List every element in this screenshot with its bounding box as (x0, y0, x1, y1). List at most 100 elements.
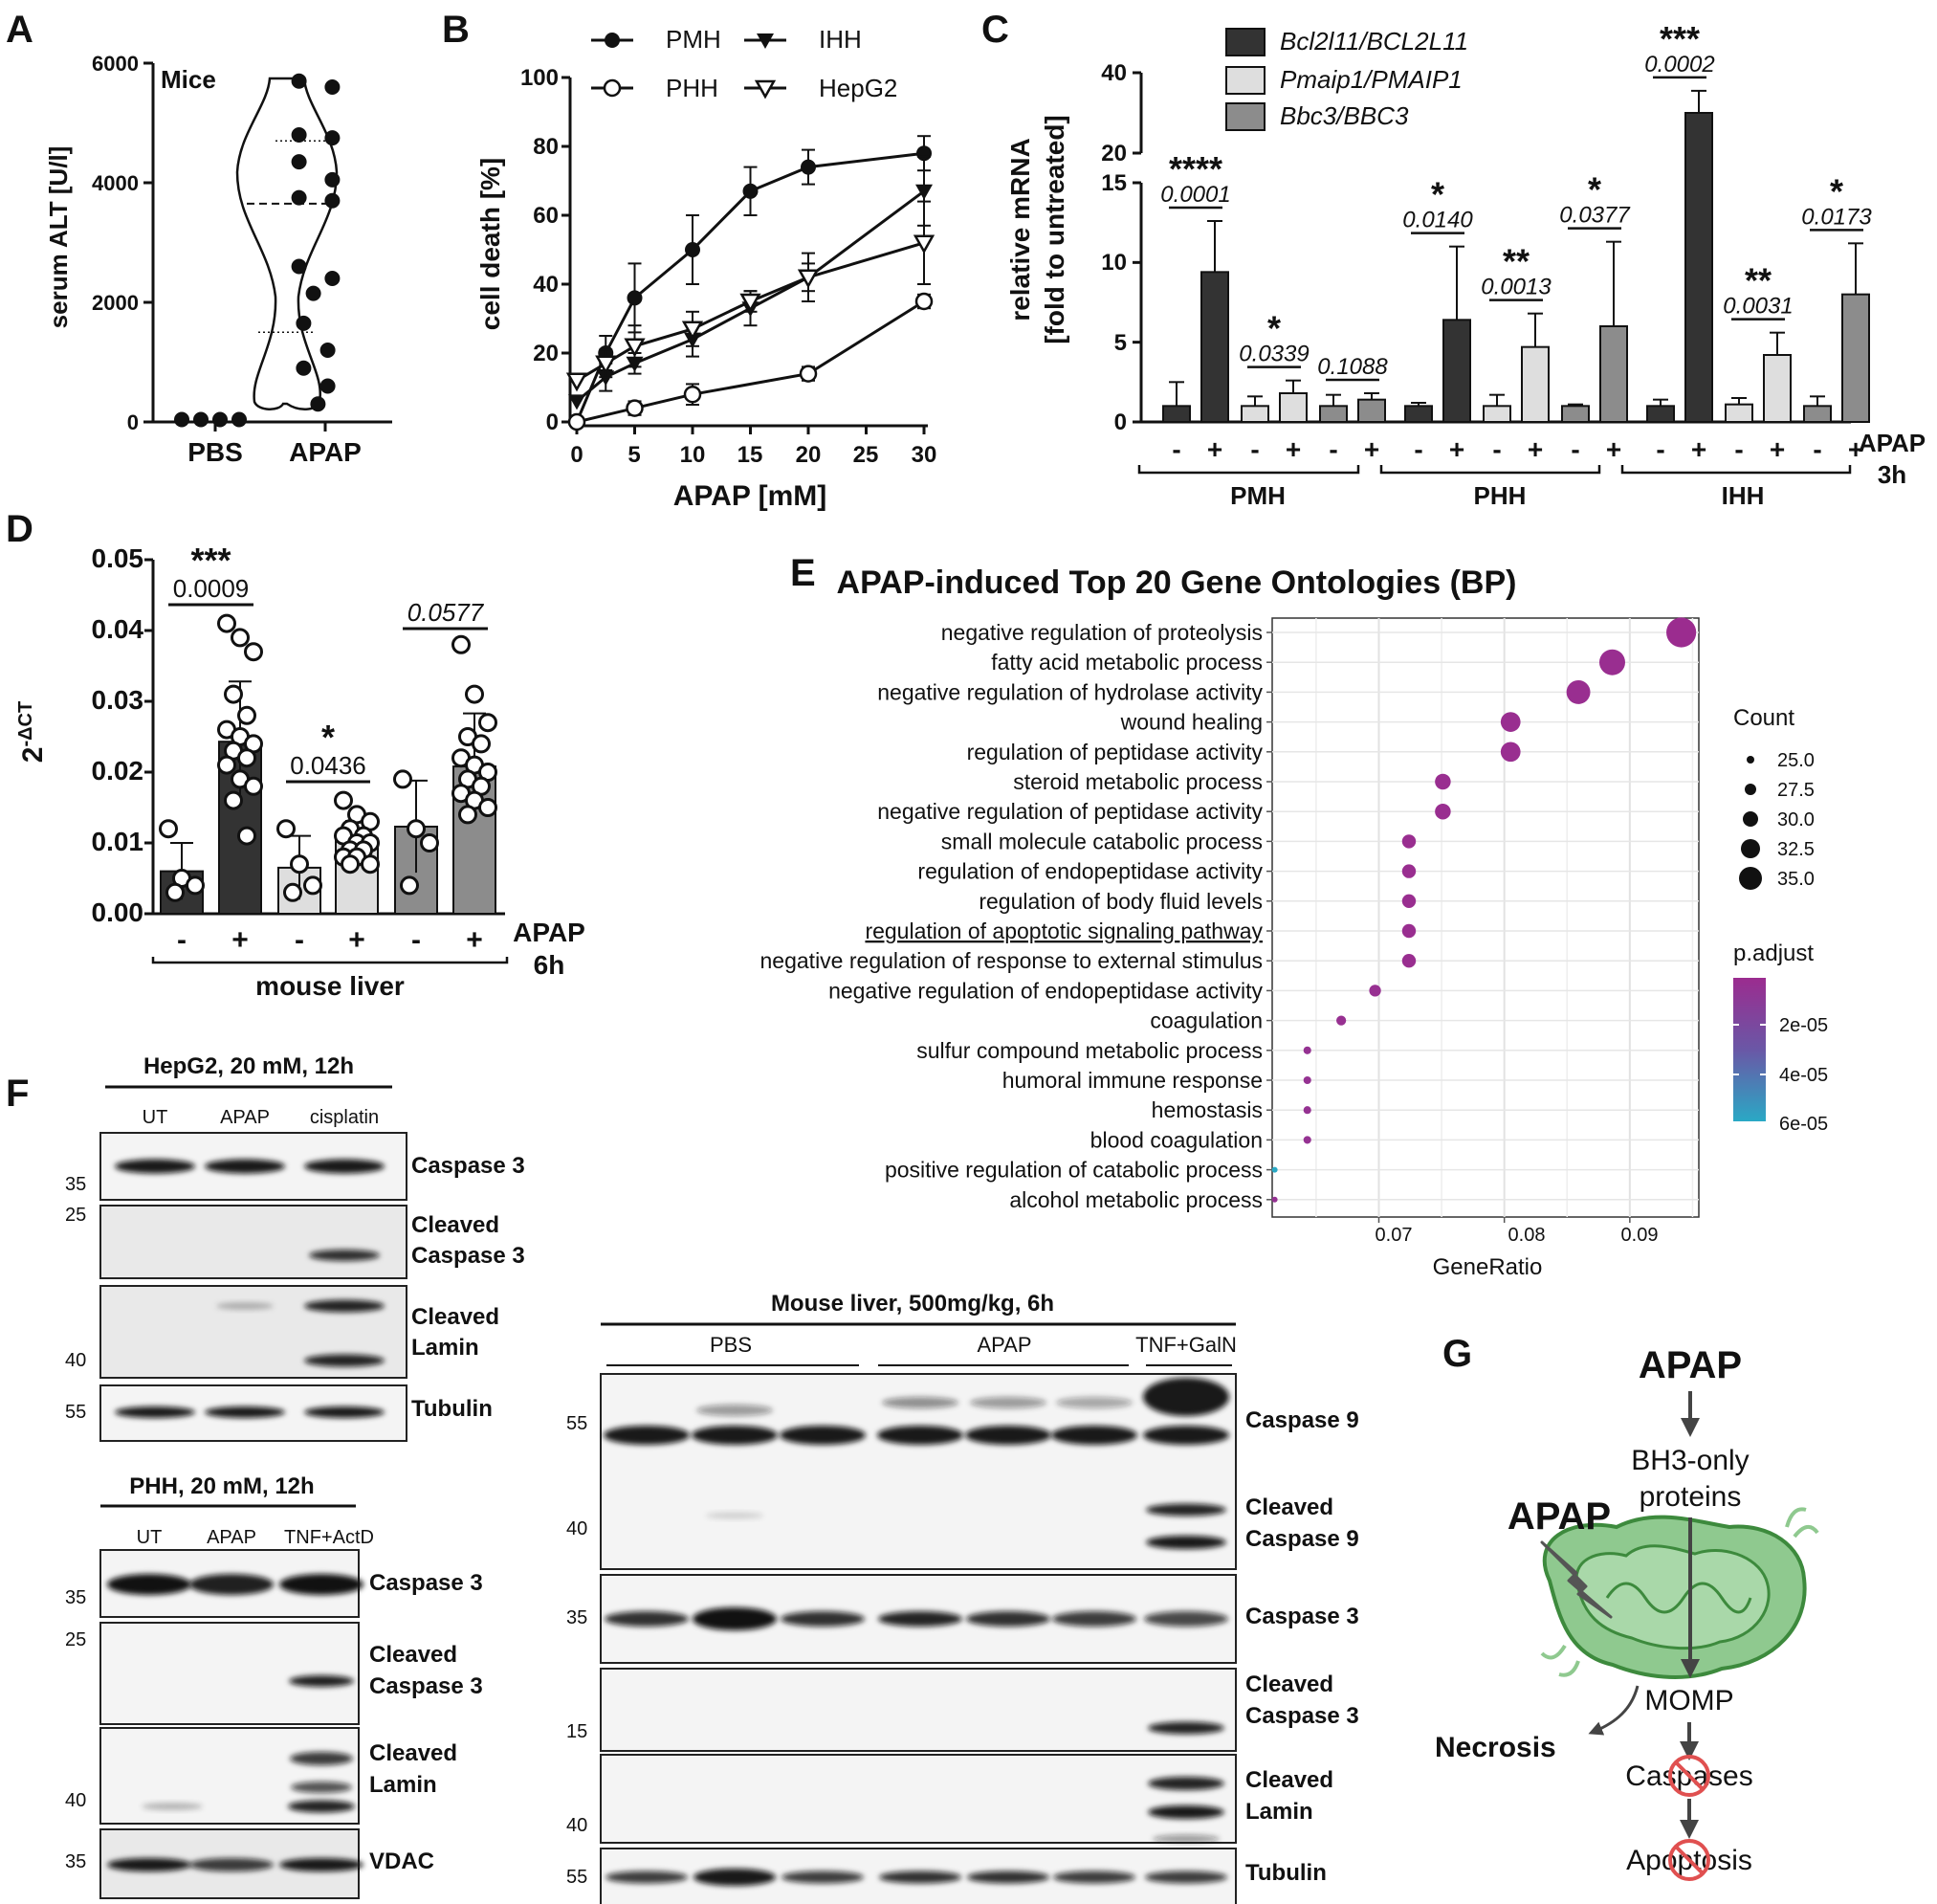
panel-a-point-apap (291, 73, 307, 89)
panel-e-point (1303, 1136, 1311, 1144)
panel-e-point (1303, 1075, 1311, 1085)
panel-b-point-hepg2 (797, 269, 820, 289)
panel-g-schematic: APAP BH3-only proteins APAP MOMP Necrosi… (1435, 1344, 1819, 1881)
panel-a-axes (143, 61, 392, 432)
panel-e-point (1401, 894, 1417, 908)
panel-b-legend-marker-phh (603, 78, 622, 98)
panel-d-treatment-line2: 6h (534, 950, 565, 980)
panel-c-group-phh: PHH (1474, 481, 1527, 510)
panel-d-point (465, 684, 484, 704)
panel-c-axes: - +0.0001****- +0.0339*- +0.1088- +0.0140*- +… (1133, 19, 1872, 475)
blot-mouse-marker-40a: 40 (566, 1518, 587, 1539)
panel-c-sign: - (1813, 434, 1821, 464)
panel-c-legend-bcl2l11: Bcl2l11/BCL2L11 (1280, 27, 1468, 55)
blot-hepg2-lane-apap: APAP (220, 1107, 270, 1128)
panel-letter-e: E (790, 552, 816, 594)
blot-mouse-band-casp3 (605, 1611, 689, 1627)
blot-mouse-label-cl-casp3-l2: Caspase 3 (1245, 1703, 1359, 1729)
panel-c-sign: + (1207, 434, 1222, 464)
blot-mouse-band-casp3 (1144, 1611, 1228, 1627)
panel-b-point-hepg2 (913, 234, 935, 255)
blot-hepg2-label-cl-casp3-l2: Caspase 3 (411, 1243, 525, 1269)
panel-e-term-label: negative regulation of hydrolase activit… (877, 679, 1263, 704)
panel-a-point-apap (291, 154, 307, 170)
panel-e-term-label: wound healing (1120, 710, 1263, 735)
panel-b-point-hepg2 (565, 372, 588, 392)
panel-d-sign: + (231, 924, 249, 956)
panel-d-sign: - (295, 924, 304, 956)
panel-d-point (478, 798, 497, 817)
panel-e-point (1303, 1046, 1311, 1054)
blot-mouse-title: Mouse liver, 500mg/kg, 6h (771, 1291, 1054, 1317)
blot-hepg2-band-casp3 (304, 1159, 385, 1174)
panel-c-group-bracket (1620, 465, 1852, 475)
panel-a-point-apap (319, 343, 336, 358)
blot-phh-title: PHH, 20 mM, 12h (129, 1473, 314, 1499)
panel-e-xtick-009: 0.09 (1621, 1225, 1659, 1246)
panel-b-point-ihh (568, 394, 585, 410)
blot-phh-label-cl-lamin-l1: Cleaved (369, 1740, 457, 1766)
panel-d-group-label: mouse liver (255, 971, 405, 1001)
panel-d-stars: * (321, 718, 335, 757)
mitochondrion-cristae (1605, 1582, 1752, 1614)
panel-d-point (303, 875, 322, 896)
panel-a-violin-plot: Mice serum ALT [U/l] 0 2000 4000 6000 PB… (44, 52, 392, 467)
panel-c-bar-pmh-minus (1319, 405, 1348, 424)
panel-c-bar-ihh-minus (1646, 405, 1675, 424)
panel-b-ytick-0: 0 (546, 410, 559, 435)
panel-d-ylabel: 2-ΔCT (15, 701, 49, 763)
panel-a-ytick-2000: 2000 (92, 291, 139, 315)
panel-d-ytick-004: 0.04 (92, 614, 144, 644)
panel-d-point (159, 819, 178, 839)
panel-c-ytick-0: 0 (1114, 410, 1127, 435)
panel-a-title: Mice (161, 65, 216, 94)
blot-hepg2-strip (99, 1205, 407, 1279)
blot-mouse-label-cl-lamin-l1: Cleaved (1245, 1767, 1333, 1793)
blot-phh-band-casp3 (189, 1574, 274, 1595)
panel-c-bar-phh-minus (1483, 405, 1511, 424)
panel-e-legend-count-325: 32.5 (1777, 839, 1815, 860)
panel-a-point-apap (296, 360, 312, 376)
panel-c-treatment-line1: APAP (1859, 429, 1926, 457)
panel-e-term-label: regulation of apoptotic signaling pathwa… (865, 919, 1263, 943)
panel-c-legend-swatch (1225, 28, 1266, 56)
panel-d-point (361, 854, 380, 875)
panel-d-point (458, 805, 477, 825)
panel-d-point (472, 734, 491, 754)
panel-b-point-phh (914, 292, 934, 311)
panel-c-ytick-10: 10 (1101, 250, 1127, 276)
panel-e-legend-count-dot (1745, 784, 1756, 795)
panel-c-bar-pmh-minus (1162, 405, 1191, 424)
blot-mouse-label-tubulin: Tubulin (1245, 1860, 1327, 1886)
panel-d-point (341, 854, 360, 875)
panel-b-legend-ihh: IHH (819, 25, 862, 54)
panel-c-pvalue: 0.1088 (1317, 354, 1388, 380)
panel-e-point (1500, 742, 1521, 763)
panel-e-dotplot: APAP-induced Top 20 Gene Ontologies (BP)… (760, 565, 1829, 1280)
panel-e-legend-count-dot (1743, 811, 1758, 827)
panel-e-term-label: alcohol metabolic process (1009, 1187, 1263, 1212)
panel-c-stars: **** (1169, 149, 1222, 188)
panel-d-axes: - + - + - +0.0009*** 0.0436* 0.0577 (144, 541, 509, 964)
panel-f-phh-blot: PHH, 20 mM, 12h UT APAP TNF+ActD Caspase… (65, 1473, 483, 1899)
panel-d-sign: + (348, 924, 365, 956)
panel-a-point-pbs (193, 411, 209, 428)
panel-a-point-apap (305, 285, 321, 301)
panel-c-group-pmh: PMH (1230, 481, 1286, 510)
panel-e-xtick-008: 0.08 (1508, 1225, 1546, 1246)
panel-d-treatment-line1: APAP (513, 918, 585, 947)
blot-hepg2-label-tubulin: Tubulin (411, 1396, 493, 1422)
blot-mouse-band-tubulin (693, 1869, 776, 1886)
blot-mouse-band-casp3 (966, 1611, 1050, 1627)
blot-phh-lane-apap: APAP (207, 1527, 256, 1548)
panel-b-legend-pmh: PMH (666, 25, 721, 54)
panel-d-point (407, 819, 426, 839)
schematic-apap-top: APAP (1639, 1344, 1742, 1386)
mitochondrion-rupture (1540, 1507, 1819, 1677)
blot-hepg2-band-casp3 (115, 1159, 195, 1174)
inhibit-icon-apoptosis (1668, 1839, 1710, 1881)
panel-d-sign: - (411, 924, 421, 956)
arrow-to-necrosis (1588, 1685, 1640, 1736)
schematic-momp: MOMP (1644, 1685, 1733, 1716)
panel-c-pvalue: 0.0001 (1160, 182, 1230, 208)
